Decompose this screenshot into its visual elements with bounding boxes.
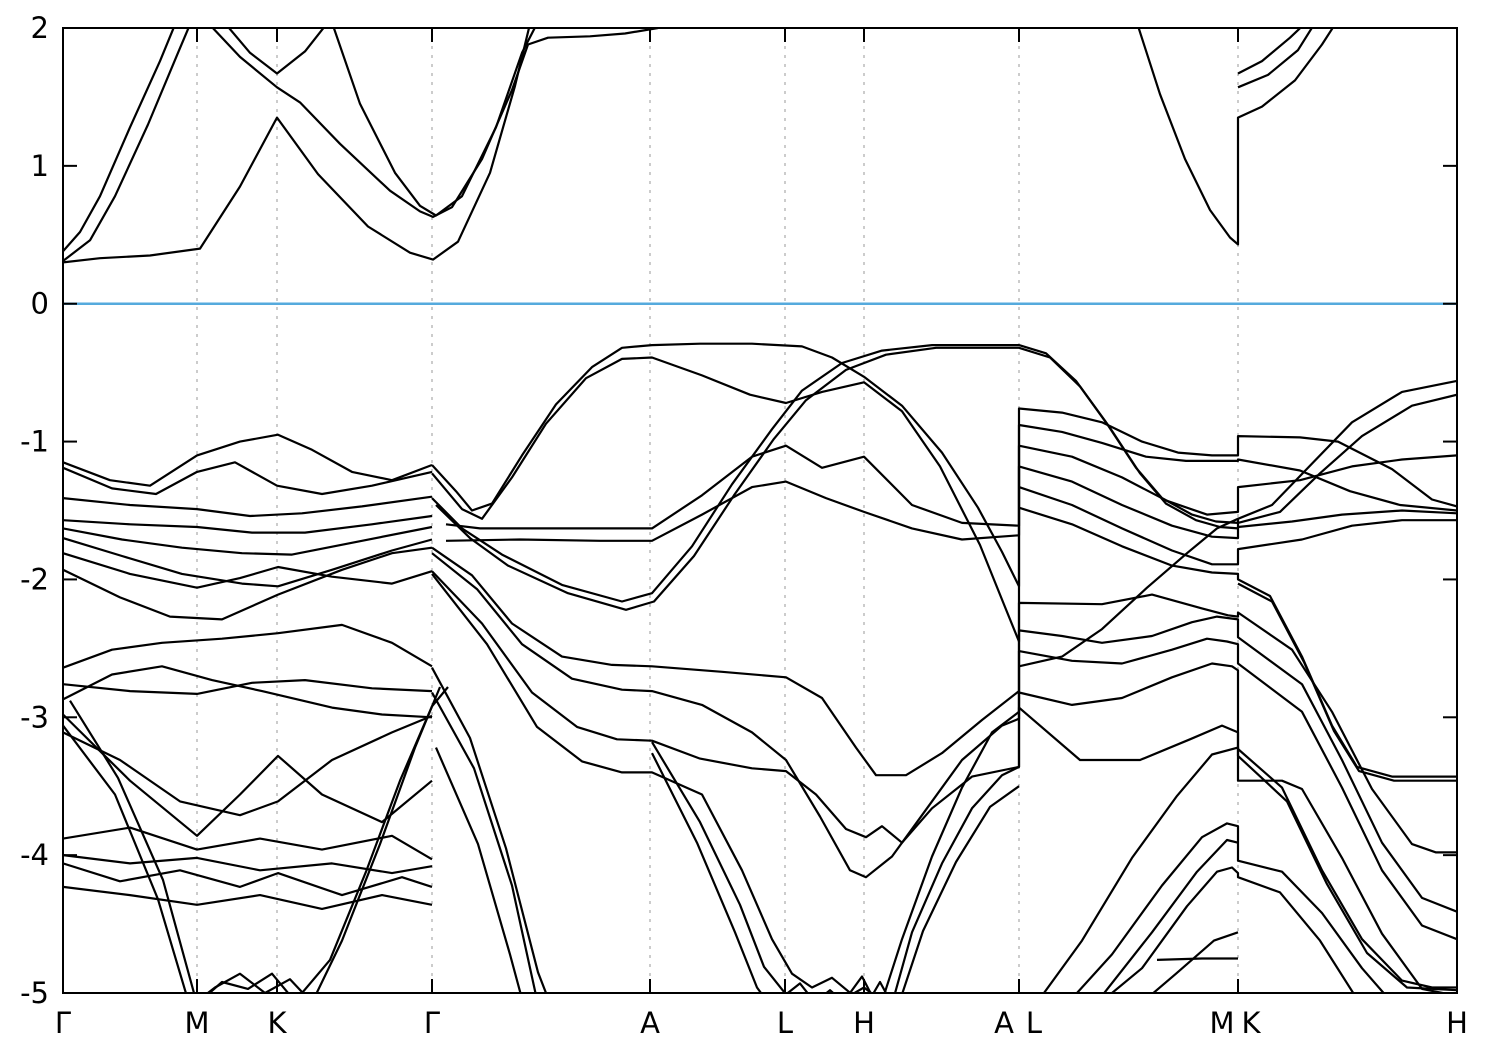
band-v13 [63,686,442,993]
band-c8 [1237,28,1314,89]
band-m13 [434,747,522,993]
band-lm5 [1156,957,1238,961]
plot-border [62,27,1458,994]
band-m4 [435,346,1457,611]
band-v17 [63,854,433,875]
x-path-label: K [267,1006,287,1040]
x-path-label: H [853,1006,875,1040]
band-v18 [63,862,433,897]
y-tick-label: -4 [20,838,49,872]
band-m1 [431,342,1457,588]
band-m7 [431,546,1457,854]
x-path-label: Γ [55,1006,71,1040]
y-tick-label: -1 [20,425,49,459]
band-lm1 [1042,746,1449,993]
x-path-label: A [640,1006,660,1040]
band-v1 [63,433,433,487]
band-kh3 [1237,582,1457,782]
band-v19 [63,885,433,911]
y-tick-label: 1 [31,149,49,183]
band-m3 [431,344,1457,603]
x-path-label: M [184,1006,209,1040]
band-m10 [431,573,1457,993]
band-v4 [63,514,433,534]
band-lm7 [1018,517,1239,668]
y-tick-label: 2 [31,11,49,45]
band-v15 [63,714,433,817]
band-v9 [63,623,433,669]
band-m8 [431,552,1457,913]
band-lm3 [1110,866,1355,993]
y-tick-label: -2 [20,562,49,596]
band-a1 [651,706,1457,993]
band-v7 [63,552,433,589]
band-v8 [63,546,433,621]
band-v12 [69,686,449,993]
band-m6 [445,465,1457,542]
y-tick-label: -3 [20,700,49,734]
band-lm6 [1151,931,1239,993]
band-m12 [431,691,537,993]
x-path-label: K [1241,1006,1261,1040]
x-path-label: L [777,1006,793,1040]
x-path-label: L [1026,1006,1042,1040]
band-c3 [227,28,325,75]
band-kh1 [1018,486,1457,566]
band-v11 [63,665,433,719]
band-lm4 [1102,838,1239,993]
band-v10 [63,678,433,696]
band-v14 [63,713,433,837]
band-v6 [63,537,433,588]
band-v3 [63,495,433,518]
band-v5 [63,525,433,556]
band-v2 [63,461,433,496]
y-tick-label: 0 [31,287,49,321]
x-path-label: M [1209,1006,1234,1040]
band-c7 [1137,28,1334,246]
x-path-label: A [994,1006,1014,1040]
band-c6 [332,28,536,217]
band-c5 [63,28,531,264]
band-a2 [651,752,1020,993]
band-c1 [63,28,175,253]
band-c2 [63,28,190,262]
band-lm2 [1075,822,1386,993]
band-c4 [211,28,659,218]
band-m9 [431,570,1457,941]
band-m11 [431,667,548,993]
x-path-label: Γ [424,1006,440,1040]
y-tick-label: -5 [20,976,49,1010]
x-path-label: H [1446,1006,1468,1040]
band-v16 [63,826,433,861]
band-m2 [431,356,1457,643]
